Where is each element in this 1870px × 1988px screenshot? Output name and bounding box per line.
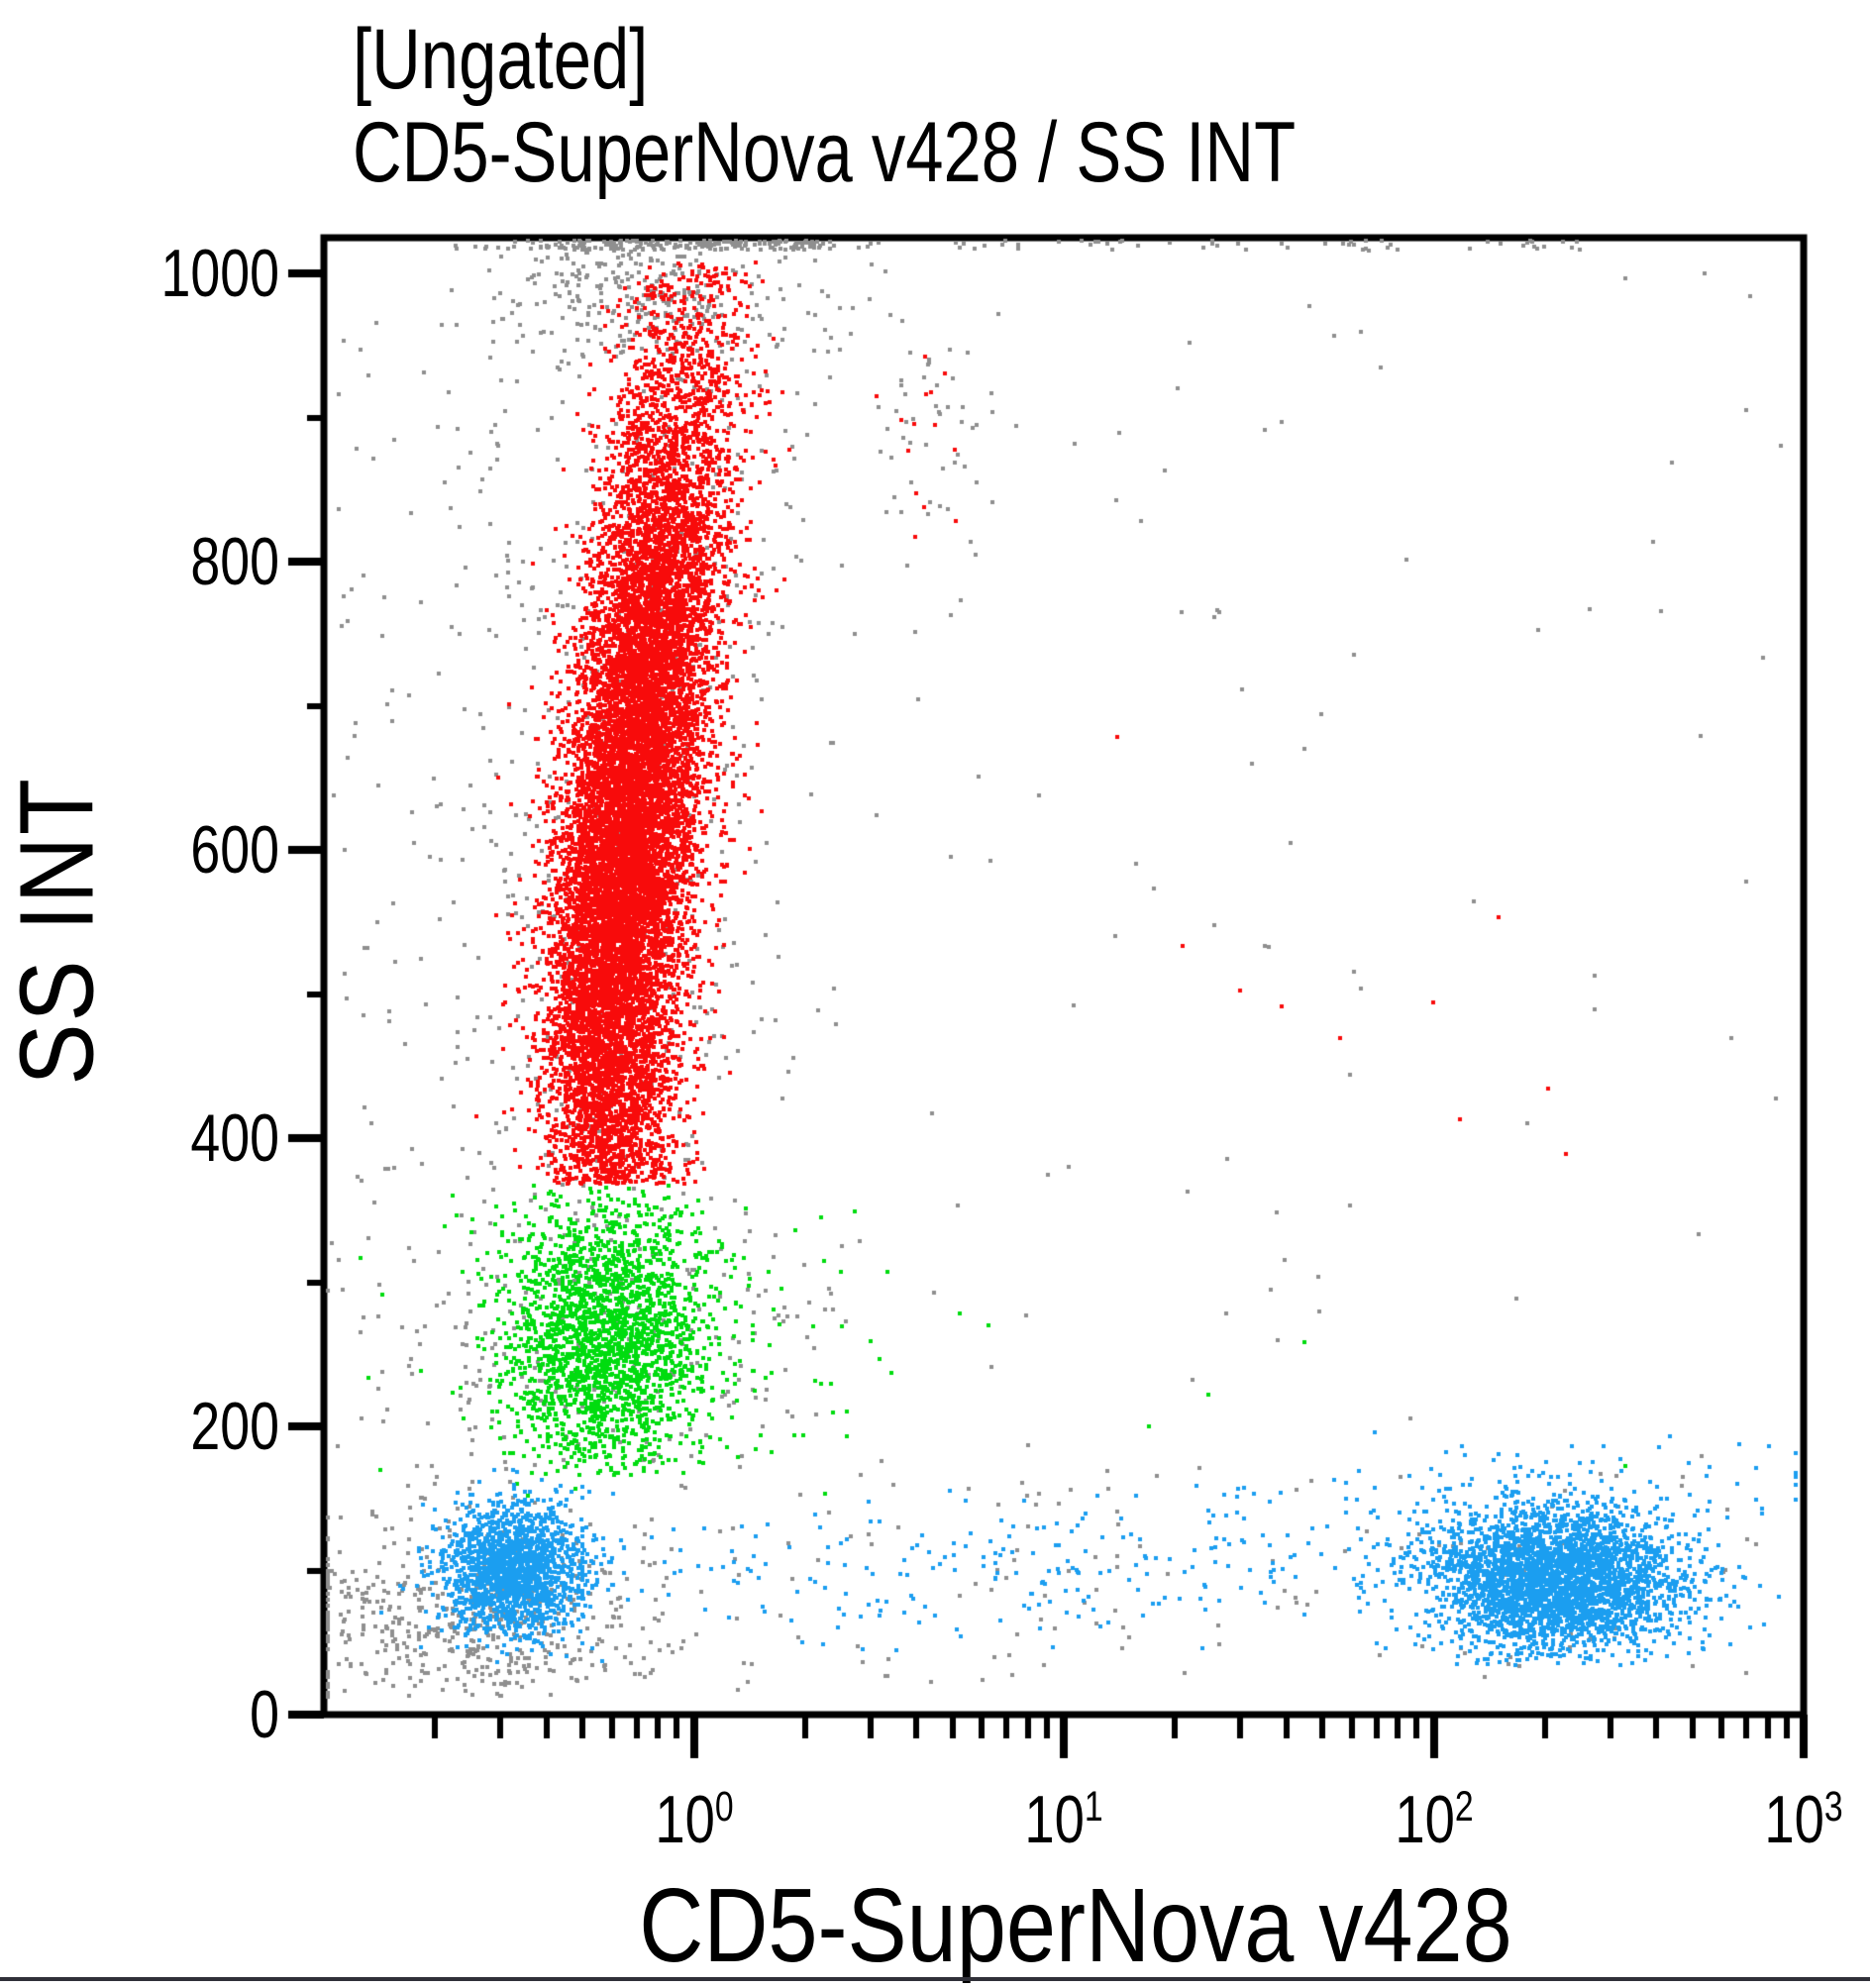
y-tick-label: 400 (190, 1100, 279, 1177)
x-tick-label: 103 (1764, 1781, 1843, 1857)
window-divider (0, 1977, 1870, 1981)
x-axis-label: CD5-SuperNova v428 (639, 1867, 1512, 1984)
y-tick-label: 600 (190, 812, 279, 889)
plot-title-parameters: CD5-SuperNova v428 / SS INT (353, 105, 1297, 200)
y-tick-label: 0 (250, 1677, 279, 1752)
y-tick-label: 200 (190, 1389, 279, 1465)
x-tick-label: 101 (1024, 1781, 1103, 1857)
y-tick-label: 800 (190, 524, 279, 600)
plot-title-gate: [Ungated] (353, 12, 649, 107)
y-tick-label: 1000 (160, 236, 279, 312)
x-tick-label: 100 (654, 1781, 734, 1857)
x-tick-label: 102 (1394, 1781, 1474, 1857)
